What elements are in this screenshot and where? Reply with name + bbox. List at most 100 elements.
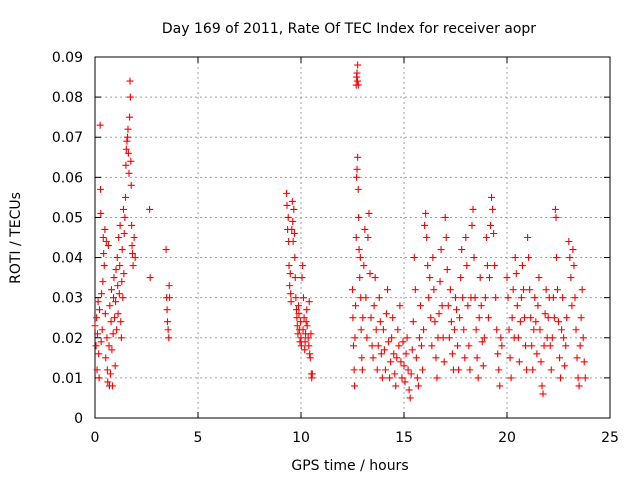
data-point xyxy=(530,326,538,334)
data-point xyxy=(286,282,294,290)
data-point xyxy=(110,274,118,282)
data-point xyxy=(490,229,498,237)
data-point xyxy=(491,262,499,270)
data-point xyxy=(480,334,488,342)
data-point xyxy=(356,254,364,262)
data-point xyxy=(106,302,114,310)
data-point xyxy=(308,370,316,378)
data-point xyxy=(393,354,401,362)
data-point xyxy=(130,234,138,241)
data-point xyxy=(403,334,411,342)
data-point xyxy=(526,286,534,294)
data-point xyxy=(129,262,137,270)
data-point xyxy=(291,254,299,262)
data-point xyxy=(581,374,589,382)
data-point xyxy=(112,266,120,274)
data-point xyxy=(506,354,514,362)
data-point xyxy=(390,350,398,358)
data-point xyxy=(283,189,291,197)
data-point xyxy=(414,382,422,390)
data-point xyxy=(109,382,117,390)
data-point xyxy=(350,342,358,350)
data-point xyxy=(355,213,363,221)
data-point xyxy=(126,113,134,121)
data-point xyxy=(507,374,515,382)
data-point xyxy=(106,370,114,378)
data-point xyxy=(578,286,586,294)
data-point xyxy=(496,382,504,390)
data-point xyxy=(571,294,579,302)
data-point xyxy=(304,334,312,342)
data-point xyxy=(380,346,388,354)
data-point xyxy=(128,242,136,250)
data-point xyxy=(97,209,105,217)
data-point xyxy=(424,262,432,270)
data-point xyxy=(115,290,123,298)
data-point xyxy=(442,234,450,241)
data-point xyxy=(525,254,533,262)
y-tick-label: 0.03 xyxy=(52,291,83,307)
x-tick-label: 5 xyxy=(194,430,203,446)
data-point xyxy=(563,314,571,322)
data-point xyxy=(122,145,130,153)
data-point xyxy=(541,310,549,318)
data-point xyxy=(555,318,562,326)
data-point xyxy=(288,197,296,205)
data-point xyxy=(305,342,313,350)
data-point xyxy=(378,374,386,382)
data-point xyxy=(353,77,361,85)
data-point xyxy=(550,314,558,322)
data-point xyxy=(400,362,408,370)
data-point xyxy=(542,286,550,294)
data-point xyxy=(375,294,383,302)
data-point xyxy=(489,205,497,213)
data-point xyxy=(429,254,437,262)
data-point xyxy=(128,250,136,258)
data-point xyxy=(440,358,448,366)
data-point xyxy=(293,322,301,330)
data-point xyxy=(560,334,568,342)
data-point xyxy=(119,294,127,302)
data-point xyxy=(544,314,552,322)
data-point xyxy=(431,318,439,326)
data-point xyxy=(405,386,413,394)
data-point xyxy=(354,185,362,193)
data-point xyxy=(397,358,405,366)
data-point xyxy=(355,246,363,254)
data-point xyxy=(362,294,370,302)
data-point xyxy=(492,294,500,302)
data-point xyxy=(482,234,490,241)
data-point xyxy=(575,382,583,390)
data-point xyxy=(460,326,468,334)
data-point xyxy=(97,338,105,346)
x-tick-label: 20 xyxy=(498,430,516,446)
data-point xyxy=(93,314,101,322)
data-point xyxy=(421,221,429,229)
data-point xyxy=(364,234,372,241)
data-point xyxy=(356,274,364,282)
data-point xyxy=(453,306,461,314)
data-point xyxy=(535,274,543,282)
data-point xyxy=(444,302,452,310)
data-point xyxy=(124,149,132,157)
data-point xyxy=(98,290,106,298)
data-point xyxy=(102,238,110,246)
data-point xyxy=(464,302,472,310)
data-point xyxy=(471,294,479,302)
data-point xyxy=(292,306,300,314)
data-point xyxy=(165,282,173,290)
data-point xyxy=(504,294,512,302)
data-point xyxy=(516,318,524,326)
data-points xyxy=(91,61,589,402)
data-point xyxy=(303,306,311,314)
data-point xyxy=(524,234,532,241)
data-point xyxy=(93,330,101,338)
data-point xyxy=(473,354,481,362)
data-point xyxy=(100,250,108,258)
data-point xyxy=(115,234,123,241)
data-point xyxy=(101,225,109,233)
data-point xyxy=(121,193,129,201)
data-point xyxy=(365,209,373,217)
data-point xyxy=(349,314,357,322)
data-point xyxy=(522,342,530,350)
